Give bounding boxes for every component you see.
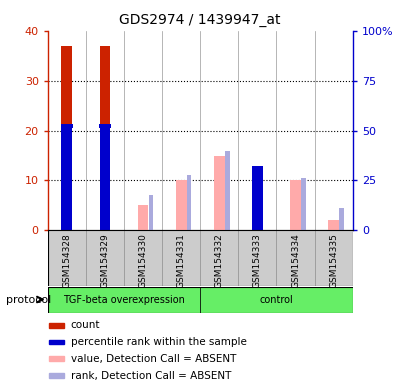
- Bar: [214, 156, 225, 230]
- Bar: [49, 323, 64, 328]
- Text: GSM154331: GSM154331: [177, 233, 186, 288]
- Bar: [48, 287, 200, 313]
- Text: GSM154332: GSM154332: [215, 233, 224, 288]
- Bar: [225, 151, 229, 230]
- Bar: [49, 340, 64, 344]
- Bar: [200, 287, 353, 313]
- Bar: [238, 230, 276, 286]
- Bar: [100, 46, 110, 230]
- Bar: [162, 230, 200, 286]
- Bar: [124, 230, 162, 286]
- Bar: [49, 373, 64, 378]
- Bar: [187, 175, 191, 230]
- Text: TGF-beta overexpression: TGF-beta overexpression: [63, 295, 185, 305]
- Bar: [200, 230, 238, 286]
- Bar: [99, 124, 111, 127]
- Text: control: control: [260, 295, 293, 305]
- Text: GSM154329: GSM154329: [100, 233, 110, 288]
- Bar: [315, 230, 353, 286]
- Bar: [61, 126, 72, 230]
- Text: value, Detection Call = ABSENT: value, Detection Call = ABSENT: [71, 354, 236, 364]
- Bar: [252, 170, 263, 230]
- Bar: [328, 220, 339, 230]
- Bar: [86, 230, 124, 286]
- Bar: [276, 230, 315, 286]
- Text: rank, Detection Call = ABSENT: rank, Detection Call = ABSENT: [71, 371, 231, 381]
- Text: GSM154328: GSM154328: [62, 233, 71, 288]
- Text: protocol: protocol: [6, 295, 51, 305]
- Text: GSM154334: GSM154334: [291, 233, 300, 288]
- Bar: [339, 208, 344, 230]
- Bar: [61, 124, 73, 127]
- Bar: [48, 230, 86, 286]
- Text: GSM154330: GSM154330: [139, 233, 148, 288]
- Bar: [49, 356, 64, 361]
- Bar: [290, 180, 301, 230]
- Bar: [252, 168, 263, 230]
- Bar: [61, 46, 72, 230]
- Text: count: count: [71, 320, 100, 330]
- Bar: [301, 178, 306, 230]
- Bar: [100, 126, 110, 230]
- Bar: [149, 195, 153, 230]
- Text: GSM154333: GSM154333: [253, 233, 262, 288]
- Bar: [138, 205, 149, 230]
- Text: percentile rank within the sample: percentile rank within the sample: [71, 337, 247, 347]
- Bar: [176, 180, 186, 230]
- Bar: [251, 166, 263, 170]
- Text: GSM154335: GSM154335: [329, 233, 338, 288]
- Title: GDS2974 / 1439947_at: GDS2974 / 1439947_at: [120, 13, 281, 27]
